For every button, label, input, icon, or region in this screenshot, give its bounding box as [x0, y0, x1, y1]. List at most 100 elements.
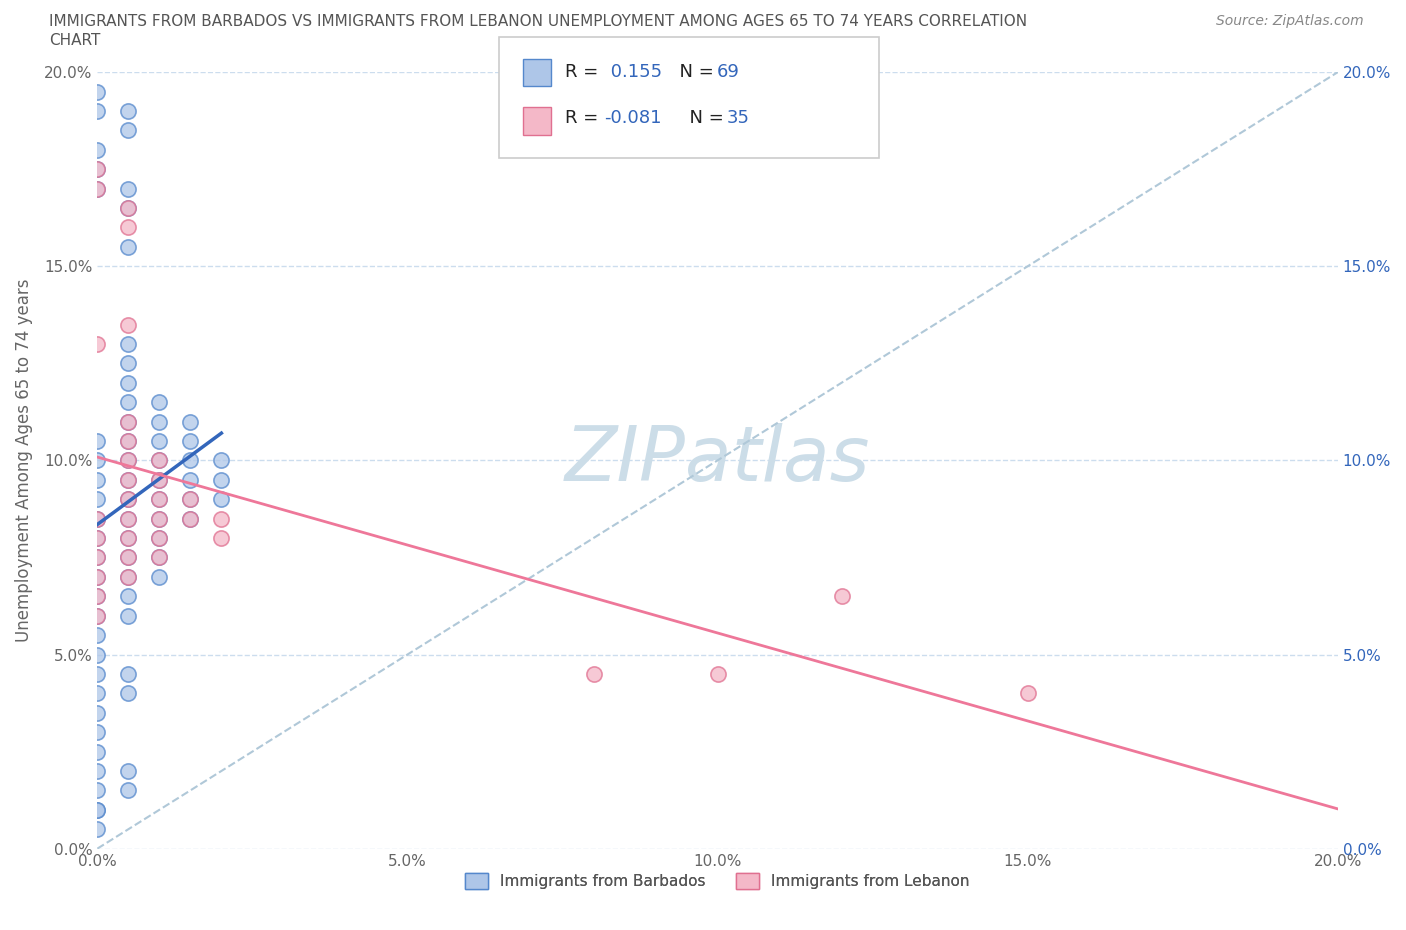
- Point: [179, 414, 201, 429]
- Point: [179, 433, 201, 448]
- Point: [86, 337, 108, 352]
- Point: [117, 569, 139, 584]
- Point: [117, 667, 139, 682]
- Point: [179, 472, 201, 487]
- Text: 35: 35: [727, 109, 749, 127]
- Point: [117, 783, 139, 798]
- Point: [86, 783, 108, 798]
- Point: [86, 589, 108, 604]
- Point: [86, 764, 108, 778]
- Point: [706, 667, 728, 682]
- Point: [209, 472, 232, 487]
- Point: [209, 492, 232, 507]
- Point: [86, 550, 108, 565]
- Point: [117, 201, 139, 216]
- Point: [86, 550, 108, 565]
- Point: [117, 512, 139, 526]
- Point: [86, 181, 108, 196]
- Point: [86, 531, 108, 546]
- Point: [86, 103, 108, 118]
- Point: [148, 414, 170, 429]
- Point: [148, 492, 170, 507]
- Point: [86, 512, 108, 526]
- Point: [117, 608, 139, 623]
- Point: [117, 531, 139, 546]
- Point: [179, 512, 201, 526]
- Text: 69: 69: [717, 62, 740, 81]
- Point: [86, 724, 108, 739]
- Point: [117, 453, 139, 468]
- Point: [86, 744, 108, 759]
- Point: [117, 764, 139, 778]
- Legend: Immigrants from Barbados, Immigrants from Lebanon: Immigrants from Barbados, Immigrants fro…: [458, 867, 976, 896]
- Point: [148, 492, 170, 507]
- Point: [117, 472, 139, 487]
- Text: N =: N =: [668, 62, 720, 81]
- Point: [86, 472, 108, 487]
- Point: [148, 394, 170, 409]
- Point: [117, 433, 139, 448]
- Point: [148, 569, 170, 584]
- Point: [117, 550, 139, 565]
- Point: [117, 181, 139, 196]
- Point: [86, 142, 108, 157]
- Point: [86, 569, 108, 584]
- Point: [179, 492, 201, 507]
- Point: [117, 414, 139, 429]
- Point: [148, 453, 170, 468]
- Point: [86, 647, 108, 662]
- Point: [86, 803, 108, 817]
- Text: N =: N =: [678, 109, 730, 127]
- Point: [86, 512, 108, 526]
- Point: [86, 608, 108, 623]
- Point: [117, 376, 139, 391]
- Text: Source: ZipAtlas.com: Source: ZipAtlas.com: [1216, 14, 1364, 28]
- Point: [86, 686, 108, 701]
- Point: [86, 453, 108, 468]
- Point: [148, 472, 170, 487]
- Point: [86, 531, 108, 546]
- Text: -0.081: -0.081: [605, 109, 662, 127]
- Point: [117, 433, 139, 448]
- Point: [148, 550, 170, 565]
- Point: [117, 414, 139, 429]
- Point: [86, 803, 108, 817]
- Point: [117, 492, 139, 507]
- Point: [86, 181, 108, 196]
- Point: [117, 220, 139, 235]
- Point: [86, 162, 108, 177]
- Point: [179, 492, 201, 507]
- Point: [148, 531, 170, 546]
- Point: [148, 512, 170, 526]
- Point: [86, 822, 108, 837]
- Point: [117, 492, 139, 507]
- Point: [117, 569, 139, 584]
- Point: [117, 103, 139, 118]
- Point: [209, 531, 232, 546]
- Point: [148, 472, 170, 487]
- Text: ZIPatlas: ZIPatlas: [565, 423, 870, 498]
- Point: [148, 453, 170, 468]
- Point: [86, 608, 108, 623]
- Text: CHART: CHART: [49, 33, 101, 47]
- Point: [831, 589, 853, 604]
- Point: [117, 531, 139, 546]
- Point: [117, 394, 139, 409]
- Point: [86, 433, 108, 448]
- Point: [117, 239, 139, 254]
- Point: [117, 589, 139, 604]
- Point: [117, 356, 139, 371]
- Point: [1017, 686, 1039, 701]
- Point: [148, 512, 170, 526]
- Point: [148, 531, 170, 546]
- Text: IMMIGRANTS FROM BARBADOS VS IMMIGRANTS FROM LEBANON UNEMPLOYMENT AMONG AGES 65 T: IMMIGRANTS FROM BARBADOS VS IMMIGRANTS F…: [49, 14, 1028, 29]
- Point: [179, 453, 201, 468]
- Point: [117, 453, 139, 468]
- Point: [117, 337, 139, 352]
- Point: [117, 686, 139, 701]
- Point: [582, 667, 605, 682]
- Point: [148, 433, 170, 448]
- Point: [117, 201, 139, 216]
- Point: [86, 492, 108, 507]
- Point: [86, 628, 108, 643]
